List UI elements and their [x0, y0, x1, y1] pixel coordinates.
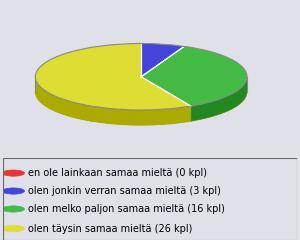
Circle shape — [2, 170, 25, 176]
Text: en ole lainkaan samaa mieltä (0 kpl): en ole lainkaan samaa mieltä (0 kpl) — [28, 168, 207, 178]
Text: olen jonkin verran samaa mieltä (3 kpl): olen jonkin verran samaa mieltä (3 kpl) — [28, 186, 221, 196]
Circle shape — [2, 188, 25, 194]
Ellipse shape — [35, 59, 247, 125]
Polygon shape — [141, 43, 184, 77]
Polygon shape — [141, 46, 247, 106]
Circle shape — [2, 206, 25, 212]
Text: olen melko paljon samaa mieltä (16 kpl): olen melko paljon samaa mieltä (16 kpl) — [28, 204, 225, 214]
Text: olen täysin samaa mieltä (26 kpl): olen täysin samaa mieltä (26 kpl) — [28, 224, 192, 234]
Circle shape — [2, 225, 25, 232]
Polygon shape — [35, 78, 191, 125]
Polygon shape — [191, 77, 247, 121]
Polygon shape — [35, 43, 191, 110]
